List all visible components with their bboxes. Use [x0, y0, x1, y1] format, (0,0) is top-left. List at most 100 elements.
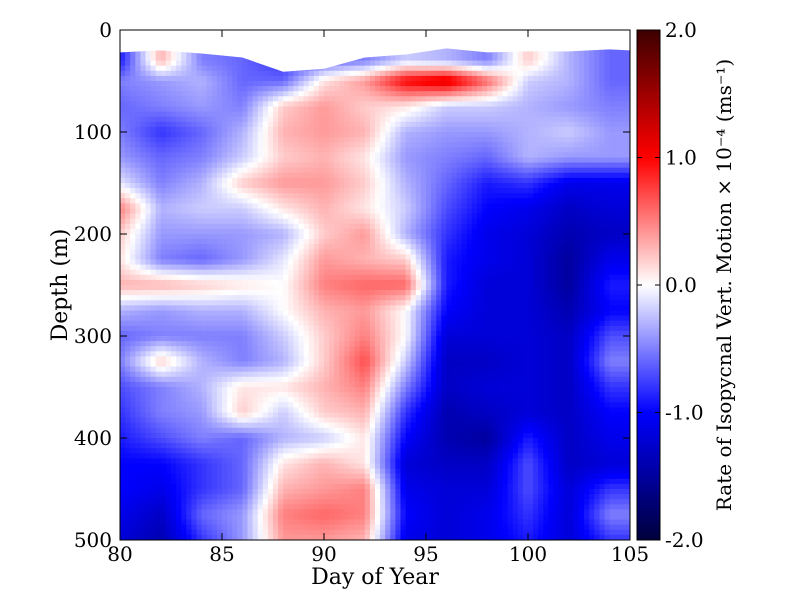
heatmap-cell	[558, 213, 565, 220]
heatmap-cell	[267, 198, 274, 204]
heatmap-cell	[410, 152, 417, 159]
heatmap-cell	[329, 279, 335, 286]
heatmap-cell	[262, 223, 269, 230]
heatmap-cell	[563, 132, 570, 138]
heatmap-cell	[594, 121, 600, 128]
heatmap-cell	[176, 86, 182, 92]
heatmap-cell	[273, 188, 279, 194]
heatmap-cell	[339, 239, 345, 245]
heatmap-cell	[354, 132, 361, 138]
heatmap-cell	[267, 142, 274, 148]
heatmap-cell	[262, 126, 269, 133]
heatmap-cell	[150, 116, 157, 123]
heatmap-cell	[446, 152, 453, 159]
heatmap-cell	[267, 259, 274, 266]
heatmap-cell	[165, 234, 172, 240]
heatmap-cell	[176, 249, 182, 255]
heatmap-cell	[599, 269, 606, 276]
heatmap-cell	[528, 177, 534, 184]
heatmap-cell	[288, 126, 294, 133]
heatmap-cell	[293, 259, 300, 266]
heatmap-cell	[227, 75, 233, 82]
heatmap-cell	[216, 111, 223, 118]
heatmap-cell	[573, 244, 580, 250]
heatmap-cell	[160, 137, 167, 143]
heatmap-cell	[145, 126, 152, 133]
heatmap-cell	[288, 132, 294, 138]
heatmap-cell	[364, 55, 371, 62]
heatmap-cell	[216, 121, 223, 128]
heatmap-cell	[120, 259, 126, 266]
heatmap-cell	[150, 147, 157, 153]
heatmap-cell	[441, 116, 447, 123]
heatmap-cell	[237, 75, 243, 82]
heatmap-cell	[553, 137, 560, 143]
heatmap-cell	[614, 116, 621, 123]
heatmap-cell	[533, 228, 539, 235]
heatmap-cell	[339, 86, 345, 92]
heatmap-cell	[395, 198, 402, 204]
heatmap-cell	[415, 228, 422, 235]
heatmap-cell	[456, 55, 463, 62]
heatmap-cell	[477, 203, 483, 210]
heatmap-cell	[380, 157, 386, 164]
heatmap-cell	[206, 239, 213, 245]
heatmap-cell	[201, 106, 208, 113]
heatmap-cell	[405, 65, 412, 72]
heatmap-cell	[573, 91, 580, 97]
heatmap-cell	[380, 60, 386, 67]
heatmap-cell	[313, 198, 320, 204]
heatmap-cell	[573, 162, 580, 169]
heatmap-cell	[252, 70, 259, 77]
heatmap-cell	[624, 121, 630, 128]
heatmap-cell	[160, 121, 167, 128]
heatmap-cell	[558, 234, 565, 240]
heatmap-cell	[339, 259, 345, 266]
heatmap-cell	[308, 91, 315, 97]
heatmap-cell	[420, 213, 427, 220]
heatmap-cell	[517, 132, 524, 138]
heatmap-cell	[380, 183, 386, 189]
heatmap-cell	[624, 55, 630, 62]
heatmap-cell	[278, 208, 284, 215]
heatmap-cell	[533, 70, 539, 77]
heatmap-cell	[125, 70, 131, 77]
heatmap-cell	[594, 223, 600, 230]
heatmap-cell	[334, 152, 340, 159]
heatmap-cell	[125, 50, 131, 57]
heatmap-cell	[451, 228, 458, 235]
heatmap-cell	[589, 193, 595, 199]
heatmap-cell	[262, 239, 269, 245]
heatmap-cell	[216, 101, 223, 108]
heatmap-cell	[227, 96, 233, 102]
heatmap-cell	[466, 86, 473, 92]
heatmap-cell	[446, 193, 453, 199]
heatmap-cell	[196, 254, 203, 261]
heatmap-cell	[211, 75, 218, 82]
heatmap-cell	[477, 183, 483, 189]
heatmap-cell	[395, 208, 402, 215]
heatmap-cell	[232, 126, 238, 133]
heatmap-cell	[584, 167, 590, 174]
heatmap-cell	[165, 259, 172, 266]
heatmap-cell	[278, 101, 284, 108]
heatmap-cell	[431, 208, 437, 215]
heatmap-cell	[400, 254, 407, 261]
heatmap-cell	[538, 198, 544, 204]
heatmap-cell	[171, 172, 177, 179]
heatmap-cell	[140, 86, 147, 92]
heatmap-cell	[533, 60, 539, 67]
heatmap-cell	[568, 75, 575, 82]
heatmap-cell	[558, 223, 565, 230]
heatmap-cell	[201, 234, 208, 240]
heatmap-cell	[354, 269, 361, 276]
heatmap-cell	[522, 116, 529, 123]
heatmap-cell	[150, 111, 157, 118]
heatmap-cell	[599, 193, 606, 199]
heatmap-cell	[267, 193, 274, 199]
heatmap-cell	[349, 177, 356, 184]
heatmap-cell	[232, 65, 238, 72]
heatmap-cell	[242, 213, 249, 220]
heatmap-cell	[456, 162, 463, 169]
heatmap-cell	[589, 203, 595, 210]
